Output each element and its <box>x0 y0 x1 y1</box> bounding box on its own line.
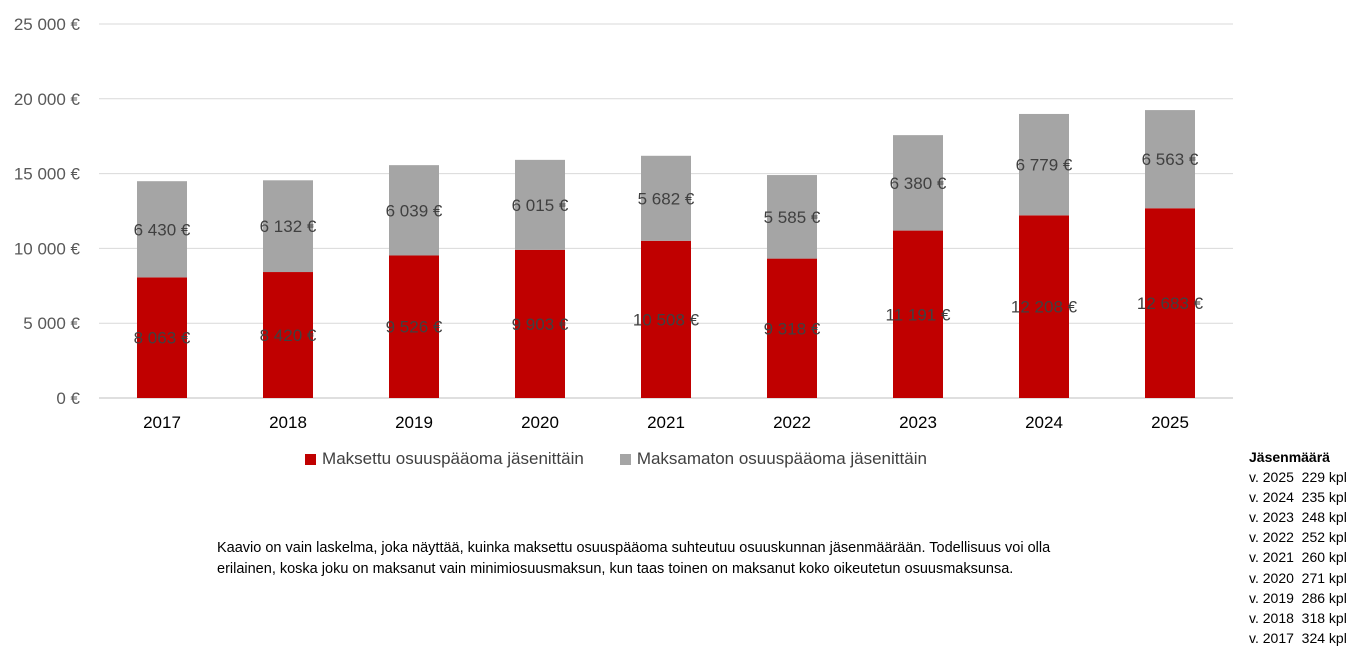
bar-paid <box>389 255 439 398</box>
bar-unpaid <box>767 175 817 259</box>
data-label: 6 380 € <box>890 174 947 193</box>
bar-unpaid <box>893 135 943 231</box>
data-label: 6 015 € <box>512 196 569 215</box>
legend-label-unpaid: Maksamaton osuuspääoma jäsenittäin <box>636 449 927 468</box>
legend-item-unpaid: Maksamaton osuuspääoma jäsenittäin <box>619 449 927 469</box>
bar-unpaid <box>641 155 691 241</box>
member-count-row: v. 2018 318 kpl <box>1249 609 1347 626</box>
member-count-panel: Jäsenmäärä v. 2025 229 kpl v. 2024 235 k… <box>1249 447 1369 648</box>
member-count-title: Jäsenmäärä <box>1249 449 1330 465</box>
data-label: 10 508 € <box>633 310 700 329</box>
member-count-row: v. 2023 248 kpl <box>1249 509 1347 526</box>
bar-paid <box>1019 215 1069 398</box>
data-label: 12 683 € <box>1137 294 1204 313</box>
bar-paid <box>893 230 943 398</box>
data-label: 6 132 € <box>260 217 317 236</box>
bar-unpaid <box>137 181 187 278</box>
y-tick-label: 25 000 € <box>14 15 81 34</box>
data-label: 12 208 € <box>1011 298 1078 317</box>
y-tick-label: 5 000 € <box>23 314 80 333</box>
data-label: 6 779 € <box>1016 156 1073 175</box>
data-label: 9 526 € <box>386 318 443 337</box>
data-label: 11 191 € <box>886 305 951 324</box>
bar-unpaid <box>1019 113 1069 216</box>
x-tick-label: 2025 <box>1151 413 1189 432</box>
y-tick-label: 20 000 € <box>14 90 81 109</box>
chart-legend: Maksettu osuuspääoma jäsenittäin Maksama… <box>0 449 1232 469</box>
legend-swatch-unpaid <box>619 453 631 465</box>
x-tick-label: 2017 <box>143 413 181 432</box>
data-label: 5 682 € <box>638 189 695 208</box>
data-label: 5 585 € <box>764 208 821 227</box>
legend-swatch-paid <box>305 453 317 465</box>
bar-paid <box>515 249 565 398</box>
data-label: 6 039 € <box>386 201 443 220</box>
bar-paid <box>767 258 817 398</box>
bar-paid <box>263 272 313 398</box>
data-label: 9 318 € <box>764 319 821 338</box>
member-count-row: v. 2025 229 kpl <box>1249 469 1347 486</box>
member-count-row: v. 2020 271 kpl <box>1249 569 1347 586</box>
data-label: 6 430 € <box>134 220 191 239</box>
member-count-row: v. 2017 324 kpl <box>1249 629 1347 646</box>
x-tick-label: 2018 <box>269 413 307 432</box>
legend-label-paid: Maksettu osuuspääoma jäsenittäin <box>322 449 584 468</box>
bar-unpaid <box>263 180 313 273</box>
data-label: 9 903 € <box>512 315 569 334</box>
member-count-row: v. 2021 260 kpl <box>1249 549 1347 566</box>
data-label: 8 420 € <box>260 326 317 345</box>
data-label: 8 063 € <box>134 329 191 348</box>
x-tick-label: 2024 <box>1025 413 1063 432</box>
chart-note: Kaavio on vain laskelma, joka näyttää, k… <box>217 540 1051 577</box>
x-tick-label: 2021 <box>647 413 685 432</box>
legend-item-paid: Maksettu osuuspääoma jäsenittäin <box>305 449 584 469</box>
bar-unpaid <box>389 165 439 256</box>
y-tick-label: 0 € <box>56 389 80 408</box>
bar-paid <box>641 240 691 398</box>
x-tick-label: 2022 <box>773 413 811 432</box>
bar-unpaid <box>1145 110 1195 209</box>
y-tick-label: 15 000 € <box>14 165 81 184</box>
bar-paid <box>137 277 187 398</box>
x-tick-label: 2020 <box>521 413 559 432</box>
y-tick-label: 10 000 € <box>14 239 81 258</box>
bar-unpaid <box>515 159 565 250</box>
bar-paid <box>1145 208 1195 398</box>
member-count-row: v. 2024 235 kpl <box>1249 489 1347 506</box>
data-label: 6 563 € <box>1142 150 1199 169</box>
x-tick-label: 2023 <box>899 413 937 432</box>
stacked-bar-chart: 0 € 5 000 € 10 000 € 15 000 € 20 000 € 25 000… <box>14 15 1233 432</box>
member-count-row: v. 2022 252 kpl <box>1249 529 1347 546</box>
x-tick-label: 2019 <box>395 413 433 432</box>
member-count-row: v. 2019 286 kpl <box>1249 589 1347 606</box>
